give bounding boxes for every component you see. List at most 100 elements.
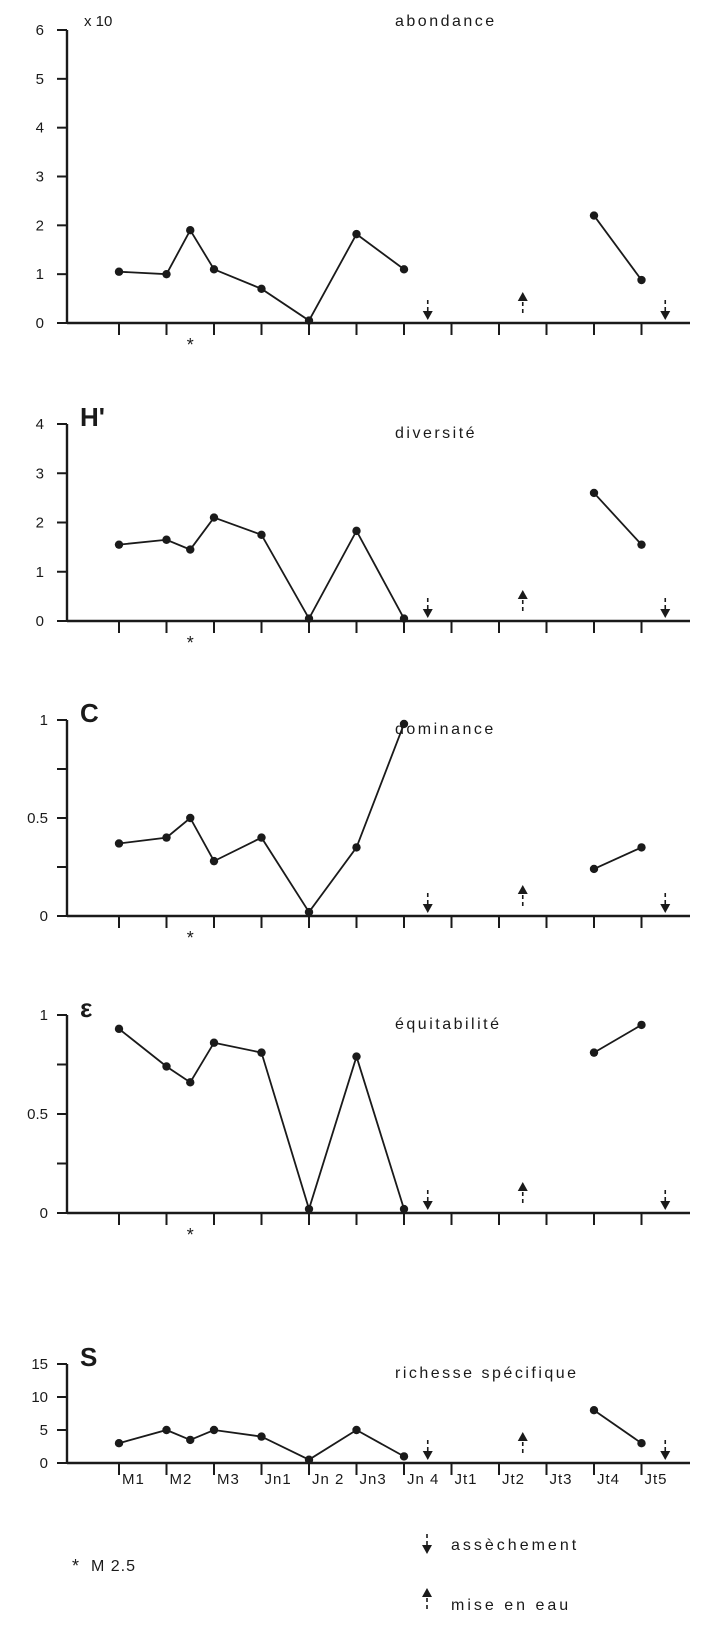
x-category-label: Jt1 (455, 1471, 478, 1488)
data-point (114, 839, 124, 848)
y-tick-label: 0 (40, 1455, 48, 1472)
panel-title: richesse spécifique (395, 1365, 579, 1382)
marker-asterisk: * (187, 335, 194, 355)
data-point (589, 1406, 599, 1415)
data-point (114, 540, 124, 549)
drying-arrow-icon (660, 893, 671, 913)
x-category-label: Jt5 (645, 1471, 668, 1488)
data-point (589, 488, 599, 498)
data-point (352, 1425, 361, 1435)
panel-5: 0 5 10 15 richesse spécifique S M1 M2 M3 Jn1 Jn 2 J… (31, 1342, 690, 1488)
series-line-2 (593, 215, 643, 281)
legend-marker-symbol: * (72, 1556, 79, 1576)
legend-drying-arrow-icon (422, 1534, 432, 1554)
panel-2: 0 1 2 3 4 diversité H' * (36, 402, 690, 653)
y-tick-label: 2 (36, 515, 44, 532)
x-category-label: Jn 4 (407, 1471, 439, 1488)
data-point (257, 833, 266, 842)
data-point (304, 1204, 314, 1214)
drying-arrow-icon (422, 893, 433, 913)
x-category-label: M2 (170, 1471, 193, 1488)
y-tick-label: 4 (36, 416, 44, 433)
data-point (114, 267, 124, 276)
series-line-1 (118, 228, 405, 322)
flooding-arrow-icon (517, 1182, 528, 1203)
data-point (209, 265, 219, 274)
series-line-2 (593, 1409, 643, 1444)
legend-drying-label: assèchement (451, 1537, 579, 1554)
series-line-1 (118, 1028, 405, 1213)
legend-flooding-label: mise en eau (451, 1597, 571, 1614)
x-category-label: M1 (122, 1471, 145, 1488)
data-point (399, 614, 409, 623)
flooding-arrow-icon (517, 292, 528, 313)
y-tick-label: 1 (40, 1007, 48, 1024)
flooding-arrow-icon (517, 1432, 528, 1453)
y-tick-label: 0.5 (27, 1106, 48, 1123)
series-line-2 (593, 846, 642, 870)
drying-arrow-icon (660, 1440, 671, 1460)
data-point (589, 864, 599, 874)
data-point (209, 1038, 219, 1047)
series-line-1 (118, 723, 405, 914)
y-tick-label: 0 (40, 908, 48, 925)
x-category-label: Jn 2 (312, 1471, 344, 1488)
panel-title: dominance (395, 721, 496, 738)
x-category-label: Jn3 (360, 1471, 387, 1488)
drying-arrow-icon (660, 598, 671, 618)
data-point (209, 1425, 219, 1435)
series-line-2 (593, 1024, 642, 1054)
x-category-label: M3 (217, 1471, 240, 1488)
y-tick-label: 10 (31, 1389, 48, 1406)
data-point (304, 907, 314, 917)
data-point (162, 1062, 171, 1071)
legend: * M 2.5 assèchement mise en eau (72, 1534, 579, 1614)
data-point (589, 1048, 599, 1057)
x-category-label: Jn1 (265, 1471, 292, 1488)
marker-asterisk: * (187, 633, 194, 653)
data-point (304, 316, 314, 325)
drying-arrow-icon (422, 1440, 433, 1460)
data-point (209, 856, 219, 866)
panel-symbol: C (80, 698, 99, 728)
panel-symbol: H' (80, 402, 105, 432)
panel-symbol: S (80, 1342, 97, 1372)
data-point (162, 833, 171, 842)
data-point (637, 843, 646, 852)
y-tick-label: 1 (36, 266, 44, 283)
data-point (352, 1052, 361, 1061)
y-tick-label: 3 (36, 465, 44, 482)
data-point (637, 275, 646, 285)
data-point (186, 813, 195, 823)
data-point (186, 1078, 195, 1087)
series-line-2 (593, 492, 643, 546)
data-point (209, 513, 219, 522)
data-point (257, 284, 266, 294)
x-category-label: Jt3 (550, 1471, 573, 1488)
x-category-label: Jt2 (502, 1471, 525, 1488)
data-point (304, 614, 314, 623)
drying-arrow-icon (422, 300, 433, 320)
marker-asterisk: * (187, 928, 194, 948)
series-line-1 (118, 1428, 405, 1461)
data-point (637, 1439, 646, 1448)
data-point (399, 265, 409, 274)
data-point (257, 1432, 266, 1441)
data-point (637, 1020, 646, 1030)
data-point (399, 1452, 409, 1461)
data-point (399, 1204, 409, 1214)
drying-arrow-icon (422, 598, 433, 618)
unit-label: x 10 (84, 13, 112, 30)
y-tick-label: 4 (36, 120, 44, 137)
flooding-arrow-icon (517, 885, 528, 906)
data-point (589, 211, 599, 220)
data-point (114, 1439, 124, 1448)
data-point (352, 229, 361, 239)
y-tick-label: 2 (36, 217, 44, 234)
panel-title: équitabilité (395, 1016, 502, 1033)
x-category-label: Jt4 (597, 1471, 620, 1488)
data-point (304, 1455, 314, 1464)
panel-1: 0 1 2 3 4 5 6 abondance x 10 * (36, 13, 690, 355)
